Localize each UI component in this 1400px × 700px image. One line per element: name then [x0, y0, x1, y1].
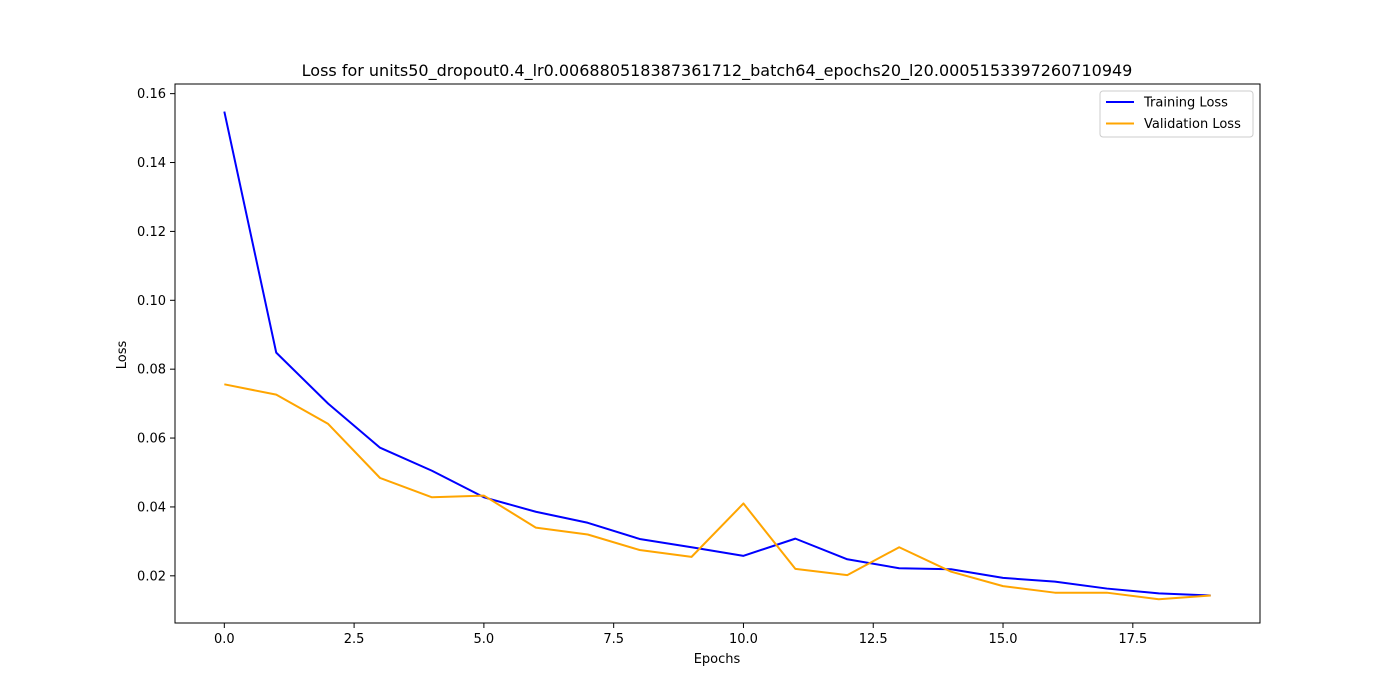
- x-tick-label: 2.5: [344, 632, 365, 647]
- training-loss-line: [223, 111, 1211, 597]
- x-axis: 0.0 2.5 5.0 7.5 10.0 12.5 15.0 17.5: [214, 623, 1147, 647]
- y-tick-label: 0.16: [137, 87, 166, 102]
- plot-area: [174, 83, 1261, 624]
- x-tick-label: 5.0: [474, 632, 495, 647]
- x-axis-label: Epochs: [694, 652, 741, 667]
- validation-loss-line: [224, 383, 1211, 601]
- legend-label-training-loss: Training Loss: [1143, 96, 1228, 111]
- y-tick-label: 0.04: [137, 500, 166, 515]
- legend-label-validation-loss: Validation Loss: [1144, 117, 1241, 132]
- x-tick-label: 15.0: [989, 632, 1018, 647]
- axes-frame: [174, 83, 1261, 624]
- legend-box: [1099, 90, 1254, 138]
- y-tick-label: 0.08: [137, 363, 166, 378]
- y-tick-label: 0.10: [137, 294, 166, 309]
- y-tick-label: 0.02: [137, 569, 166, 584]
- y-axis: 0.02 0.04 0.06 0.08 0.10 0.12 0.14 0.16: [137, 87, 175, 584]
- series-layer: [223, 111, 1211, 601]
- x-tick-label: 10.0: [729, 632, 758, 647]
- x-tick-label: 17.5: [1118, 632, 1147, 647]
- x-tick-label: 12.5: [859, 632, 888, 647]
- y-tick-label: 0.12: [137, 225, 166, 240]
- y-axis-label: Loss: [115, 341, 130, 370]
- legend: Training Loss Validation Loss: [1099, 90, 1254, 138]
- chart-title: Loss for units50_dropout0.4_lr0.00688051…: [302, 61, 1133, 81]
- y-tick-label: 0.14: [137, 156, 166, 171]
- x-tick-label: 7.5: [603, 632, 624, 647]
- y-tick-label: 0.06: [137, 432, 166, 447]
- x-tick-label: 0.0: [214, 632, 235, 647]
